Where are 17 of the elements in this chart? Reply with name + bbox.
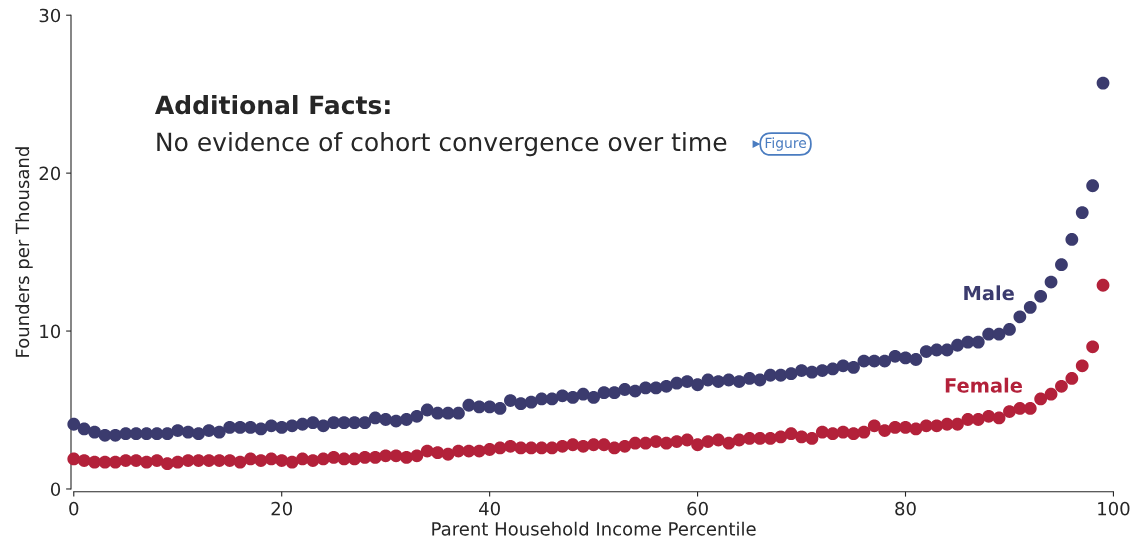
y-tick-label: 30 [39, 8, 61, 23]
y-axis-title: Founders per Thousand [15, 147, 33, 357]
x-tick-label: 100 [1098, 501, 1130, 516]
annotation: Figure [765, 137, 807, 151]
y-tick-label: 20 [39, 166, 61, 181]
x-tick-label: 0 [69, 501, 79, 516]
y-tick-label: 10 [40, 324, 61, 339]
series-label: Female [945, 377, 1022, 393]
y-tick-label: 0 [50, 482, 61, 497]
series-label: Male [964, 285, 1014, 301]
x-tick-label: 80 [895, 501, 916, 516]
x-tick-label: 20 [271, 501, 292, 516]
text: Additional Facts: [154, 95, 390, 115]
x-axis-title: Parent Household Income Percentile [432, 521, 756, 536]
x-tick-label: 40 [479, 501, 500, 516]
x-tick-label: 60 [687, 501, 708, 516]
text: No evidence of cohort convergence over time [157, 131, 727, 157]
